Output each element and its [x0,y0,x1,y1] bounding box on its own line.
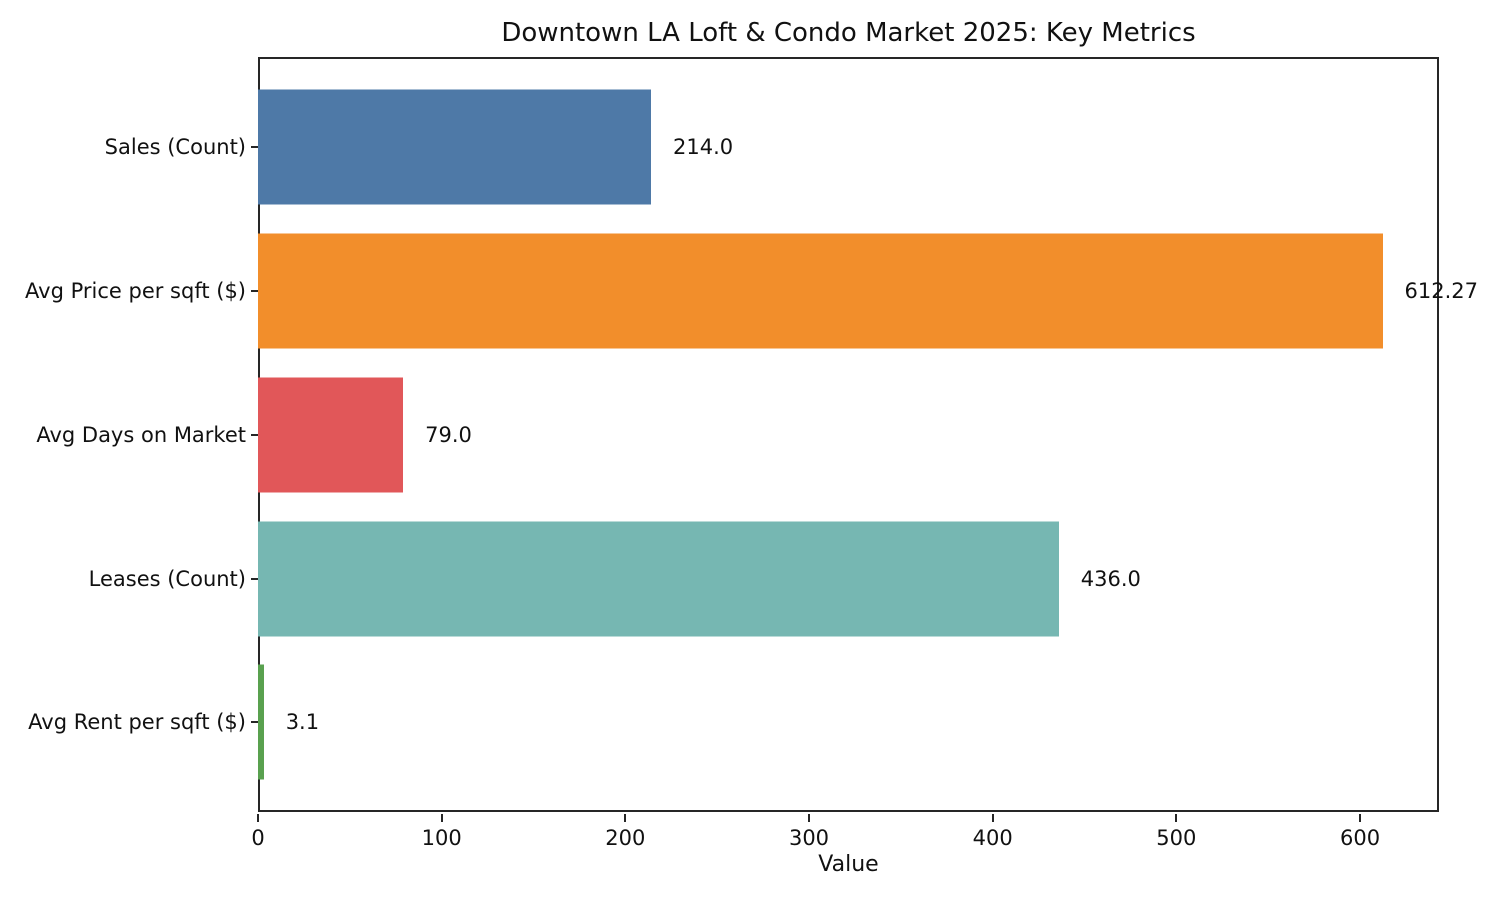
bar-track: 214.0 [258,75,1439,219]
bar-rows: Sales (Count) 214.0 Avg Price per sqft ($)… [0,57,1500,812]
x-tick-label: 300 [788,826,830,850]
x-tick-mark [1359,814,1362,822]
bar-value-label: 436.0 [1080,566,1141,591]
bar-value-label: 214.0 [673,135,734,160]
bar-value-label: 3.1 [285,710,320,735]
x-tick-mark [624,814,627,822]
bar-track: 79.0 [258,363,1439,507]
chart-title: Downtown LA Loft & Condo Market 2025: Ke… [501,18,1196,48]
bar [258,233,1383,349]
bar [258,664,264,780]
y-tick-cell [246,650,258,794]
y-category-label: Avg Price per sqft ($) [25,278,246,303]
x-tick-mark [991,814,994,822]
x-axis-ticks: 0 100 200 300 400 500 600 [251,812,1439,872]
y-tick-mark [251,146,258,149]
bar-track: 3.1 [258,650,1439,794]
y-tick-cell [246,219,258,363]
y-tick-cell [246,507,258,651]
y-tick-cell [246,363,258,507]
bar-row: Leases (Count) 436.0 [0,507,1500,651]
bar-row: Avg Rent per sqft ($) 3.1 [0,650,1500,794]
bar [258,89,652,205]
y-tick-mark [251,289,258,292]
y-tick-cell [246,75,258,219]
x-tick-label: 500 [1156,826,1197,850]
bar-value-label: 612.27 [1404,278,1479,303]
bar-track: 436.0 [258,507,1439,651]
y-category-label: Avg Days on Market [36,422,246,447]
bar [258,521,1059,637]
y-category-label: Avg Rent per sqft ($) [28,710,246,735]
y-category-label: Sales (Count) [104,135,246,160]
y-tick-mark [251,577,258,580]
x-tick-label: 100 [421,826,462,850]
x-axis-label: Value [818,852,879,877]
bar-row: Avg Days on Market 79.0 [0,363,1500,507]
bar-track: 612.27 [258,219,1478,363]
bar-row: Sales (Count) 214.0 [0,75,1500,219]
x-tick-label: 0 [251,826,265,850]
x-tick-label: 200 [605,826,646,850]
y-tick-mark [251,433,258,436]
x-tick-mark [808,814,810,822]
x-tick-label: 600 [1339,826,1381,850]
y-tick-mark [251,721,258,724]
x-tick-mark [440,814,443,822]
bar [258,377,404,493]
y-category-label: Leases (Count) [88,566,246,591]
bar-row: Avg Price per sqft ($) 612.27 [0,219,1500,363]
x-tick-label: 400 [972,826,1013,850]
x-tick-mark [1175,814,1178,822]
x-tick-mark [257,814,259,822]
bar-value-label: 79.0 [425,422,472,447]
